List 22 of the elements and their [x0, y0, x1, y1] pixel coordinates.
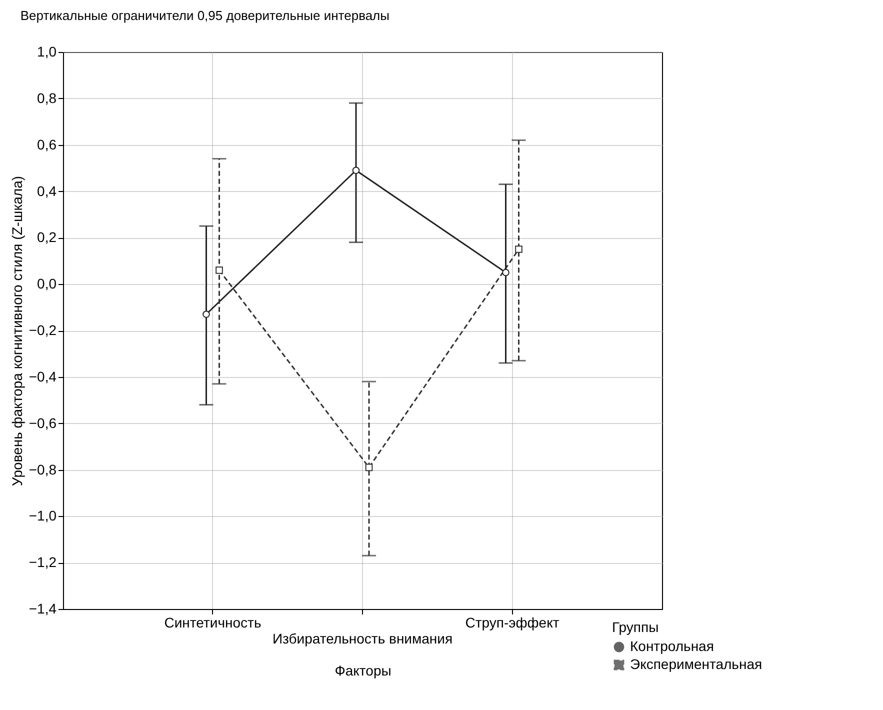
y-tick-label: −0,2: [28, 322, 57, 338]
chart-title: Вертикальные ограничители 0,95 доверительные интервалы: [20, 8, 390, 23]
x-tick-label: Синтетичность: [164, 614, 262, 630]
legend-label: Экспериментальная: [630, 656, 762, 672]
y-tick-label: −0,4: [28, 368, 57, 384]
legend-label: Контрольная: [630, 638, 714, 654]
y-tick-label: −1,0: [28, 508, 57, 524]
x-axis-title: Факторы: [334, 662, 392, 678]
y-tick-label: 0,6: [37, 136, 57, 152]
y-axis-title: Уровень фактора когнитивного стиля (Z-шкала): [8, 176, 25, 486]
x-tick-label: Струп-эффект: [465, 614, 560, 630]
y-tick-label: 1,0: [37, 44, 57, 60]
y-tick-label: −1,4: [28, 600, 57, 616]
y-tick-label: −0,6: [28, 414, 57, 431]
x-tick-label: Избирательность внимания: [272, 630, 453, 646]
y-tick-label: 0,4: [37, 182, 57, 199]
y-tick-label: 0,2: [37, 229, 57, 246]
y-tick-label: −1,2: [28, 554, 57, 570]
legend-title: Группы: [612, 619, 659, 635]
y-tick-label: 0,0: [37, 276, 57, 292]
y-tick-label: −0,8: [28, 461, 57, 478]
y-tick-label: 0,8: [37, 90, 57, 106]
